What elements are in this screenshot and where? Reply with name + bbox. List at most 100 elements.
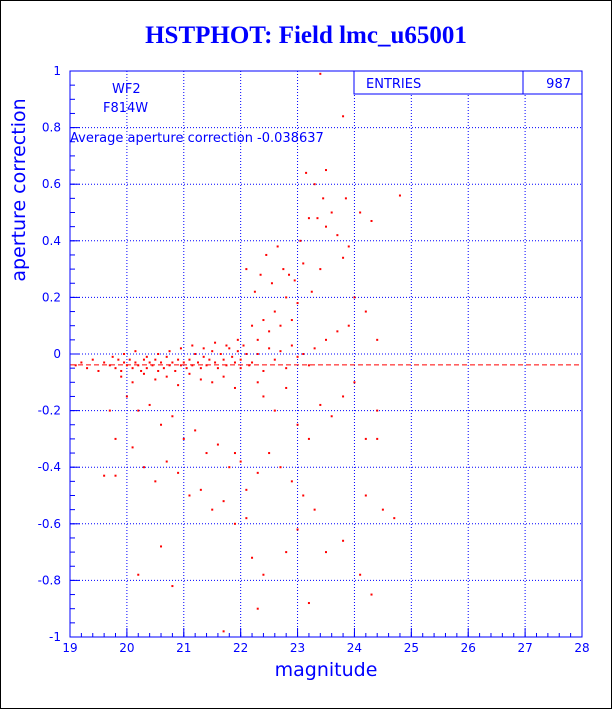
y-axis-title: aperture correction <box>8 98 30 281</box>
y-tick-label: 0 <box>53 347 61 361</box>
data-point <box>302 262 305 265</box>
data-point <box>313 508 316 511</box>
data-point <box>376 409 379 412</box>
data-point <box>199 367 202 370</box>
data-point <box>160 361 163 364</box>
data-point <box>359 573 362 576</box>
data-point <box>313 347 316 350</box>
data-point <box>273 358 276 361</box>
data-point <box>342 539 345 542</box>
data-point <box>165 460 168 463</box>
data-point <box>364 437 367 440</box>
data-point <box>336 234 339 237</box>
data-point <box>296 302 299 305</box>
data-point <box>120 375 123 378</box>
data-point <box>174 369 177 372</box>
data-point <box>162 367 165 370</box>
data-point <box>325 225 327 228</box>
data-point <box>268 452 271 455</box>
filter-label: F814W <box>103 101 148 116</box>
data-point <box>151 364 154 367</box>
data-point <box>325 551 327 554</box>
data-point <box>154 358 157 361</box>
y-tick-label: 0.8 <box>42 121 61 135</box>
data-point <box>319 72 322 75</box>
data-point <box>125 395 128 398</box>
data-point <box>205 452 208 455</box>
data-point <box>279 324 282 327</box>
data-point <box>171 361 174 364</box>
data-point <box>307 437 310 440</box>
chip-label: WF2 <box>112 82 141 97</box>
x-tick-label: 27 <box>517 641 532 655</box>
data-point <box>359 211 362 214</box>
x-tick-label: 20 <box>119 641 134 655</box>
data-point <box>262 573 265 576</box>
data-point <box>285 296 288 299</box>
data-point <box>216 443 219 446</box>
data-point <box>134 361 137 364</box>
data-point <box>154 378 157 381</box>
data-point <box>239 358 242 361</box>
data-point <box>262 319 265 322</box>
data-point <box>347 324 350 327</box>
data-point <box>114 437 117 440</box>
data-point <box>302 353 305 355</box>
data-point <box>236 350 239 353</box>
data-point <box>393 517 396 520</box>
data-point <box>256 338 259 341</box>
x-axis-title: magnitude <box>275 659 378 681</box>
data-point <box>376 437 379 440</box>
data-point <box>344 197 347 200</box>
data-point <box>211 508 214 511</box>
data-point <box>233 522 236 525</box>
data-point <box>307 217 310 220</box>
y-tick-label: -0.8 <box>38 573 61 587</box>
data-point <box>74 364 77 367</box>
data-point <box>313 183 316 186</box>
data-point <box>214 361 217 364</box>
x-tick-label: 22 <box>233 641 248 655</box>
data-point <box>353 381 356 384</box>
y-tick-label: -0.4 <box>38 460 61 474</box>
data-point <box>242 344 245 347</box>
data-point <box>228 347 231 350</box>
data-point <box>336 330 339 333</box>
data-point <box>381 508 384 511</box>
data-point <box>245 268 248 271</box>
data-point <box>222 375 225 378</box>
y-tick-label: 1 <box>53 64 61 78</box>
data-point <box>316 217 319 220</box>
data-point <box>123 353 126 355</box>
data-point <box>117 358 120 361</box>
data-point <box>160 545 163 548</box>
data-point <box>305 171 308 174</box>
data-point <box>137 573 140 576</box>
data-point <box>171 415 174 418</box>
data-point <box>111 355 114 358</box>
data-point <box>233 452 236 455</box>
data-point <box>214 341 217 344</box>
data-point <box>157 353 160 355</box>
data-point <box>211 381 214 384</box>
data-point <box>222 358 225 361</box>
data-point <box>137 409 140 412</box>
data-point <box>208 358 211 361</box>
data-point <box>307 364 310 367</box>
data-point <box>211 350 214 353</box>
data-point <box>199 378 202 381</box>
data-point <box>370 219 373 222</box>
data-point <box>131 367 134 370</box>
stats-box <box>353 70 583 95</box>
data-point <box>140 369 143 372</box>
data-point <box>376 338 379 341</box>
data-point <box>347 245 350 248</box>
data-point <box>370 593 373 596</box>
data-point <box>216 367 219 370</box>
data-point <box>330 211 333 214</box>
axes: 19 20 21 22 23 24 25 26 27 28 -1 -0.8 -0.6 -0.4 -0.2 0 0… <box>38 64 590 655</box>
data-point <box>290 480 293 483</box>
data-point <box>319 268 322 271</box>
x-tick-label: 24 <box>347 641 362 655</box>
